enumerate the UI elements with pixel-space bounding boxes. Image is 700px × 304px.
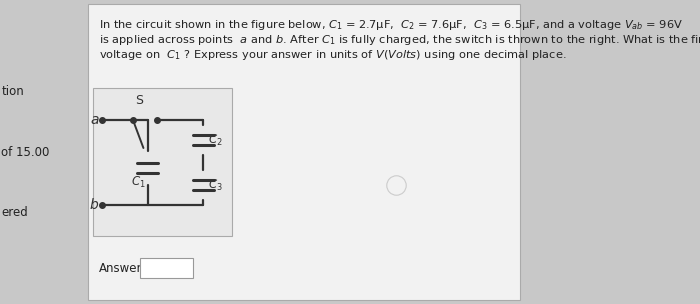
Text: In the circuit shown in the figure below, $C_1$ = 2.7μF,  $C_2$ = 7.6μF,  $C_3$ : In the circuit shown in the figure below…: [99, 18, 682, 32]
Text: tion: tion: [1, 85, 24, 98]
Text: $C_2$: $C_2$: [208, 133, 223, 147]
Bar: [88, 4, 520, 300]
Bar: [141, 258, 193, 278]
Text: S: S: [135, 94, 143, 107]
Text: is applied across points  $a$ and $b$. After $C_1$ is fully charged, the switch : is applied across points $a$ and $b$. Af…: [99, 33, 700, 47]
Bar: [93, 88, 232, 236]
Text: of 15.00: of 15.00: [1, 146, 50, 158]
Text: b: b: [90, 198, 99, 212]
Text: voltage on  $C_1$ ? Express your answer in units of $V(Volts)$ using one decimal: voltage on $C_1$ ? Express your answer i…: [99, 48, 566, 62]
Text: a: a: [90, 113, 99, 127]
Text: ered: ered: [1, 206, 28, 219]
Text: $C_1$: $C_1$: [131, 174, 146, 190]
Text: Answer:: Answer:: [99, 261, 146, 275]
Text: $C_3$: $C_3$: [208, 178, 223, 192]
